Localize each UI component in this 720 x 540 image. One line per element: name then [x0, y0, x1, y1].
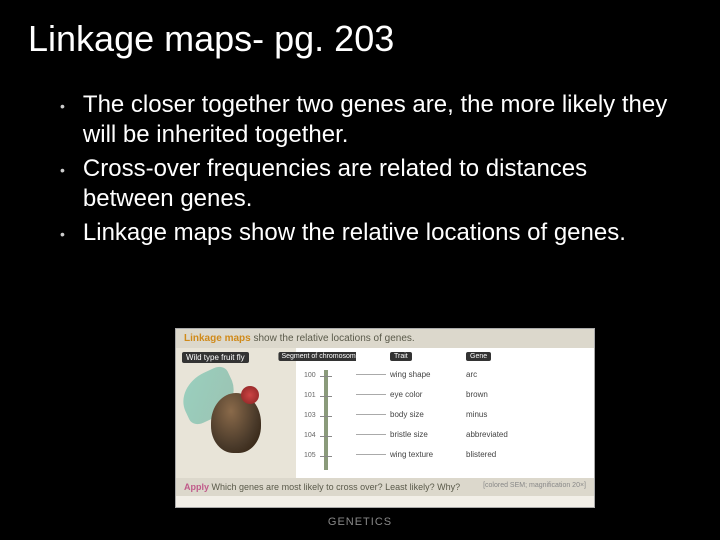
trait-column-label: Trait	[390, 352, 412, 361]
trait-name: bristle size	[386, 430, 466, 439]
apply-question: Apply Which genes are most likely to cro…	[184, 482, 460, 492]
tick-label: 103	[304, 412, 316, 419]
tick-line-icon	[320, 456, 332, 457]
gene-name: minus	[466, 410, 487, 419]
trait-name: wing shape	[386, 370, 466, 379]
trait-row: bristle sizeabbreviated	[356, 430, 594, 439]
gene-column-label: Gene	[466, 352, 491, 361]
bullet-marker-icon: •	[60, 98, 65, 114]
tick-label: 101	[304, 392, 316, 399]
bullet-item: • The closer together two genes are, the…	[60, 90, 680, 150]
bullet-text: Linkage maps show the relative locations…	[83, 218, 626, 248]
figure-body: Wild type fruit fly Segment of chromosom…	[176, 348, 594, 478]
trait-name: wing texture	[386, 450, 466, 459]
gene-name: arc	[466, 370, 477, 379]
tick-label: 104	[304, 432, 316, 439]
trait-row: wing shapearc	[356, 370, 594, 379]
figure-header-highlight: Linkage maps	[184, 333, 251, 344]
figure-header: Linkage maps show the relative locations…	[176, 329, 594, 348]
tick-line-icon	[320, 416, 332, 417]
trait-row: wing textureblistered	[356, 450, 594, 459]
bullet-text: Cross-over frequencies are related to di…	[83, 154, 680, 214]
lead-line-icon	[356, 454, 386, 455]
lead-line-icon	[356, 394, 386, 395]
gene-name: blistered	[466, 450, 496, 459]
lead-line-icon	[356, 414, 386, 415]
gene-name: abbreviated	[466, 430, 508, 439]
figure-footer: Apply Which genes are most likely to cro…	[176, 478, 594, 496]
apply-label: Apply	[184, 482, 209, 492]
apply-text: Which genes are most likely to cross ove…	[212, 482, 461, 492]
tick-line-icon	[320, 376, 332, 377]
slide-title: Linkage maps- pg. 203	[0, 0, 720, 60]
chromosome-bar-icon	[324, 370, 328, 470]
lead-line-icon	[356, 434, 386, 435]
bullet-text: The closer together two genes are, the m…	[83, 90, 680, 150]
trait-row: eye colorbrown	[356, 390, 594, 399]
bullet-list: • The closer together two genes are, the…	[0, 60, 720, 248]
bullet-item: • Linkage maps show the relative locatio…	[60, 218, 680, 248]
bullet-marker-icon: •	[60, 162, 65, 178]
figure-chromosome-panel: Segment of chromosome 2R 100101103104105	[296, 348, 356, 478]
figure-left-panel: Wild type fruit fly	[176, 348, 296, 478]
trait-name: body size	[386, 410, 466, 419]
figure-traits-panel: Trait Gene wing shapearc eye colorbrown bo…	[356, 348, 594, 478]
trait-row: body sizeminus	[356, 410, 594, 419]
bullet-marker-icon: •	[60, 226, 65, 242]
tick-line-icon	[320, 436, 332, 437]
lead-line-icon	[356, 374, 386, 375]
gene-name: brown	[466, 390, 488, 399]
figure-caption: [colored SEM; magnification 20×]	[483, 482, 586, 492]
trait-name: eye color	[386, 390, 466, 399]
bullet-item: • Cross-over frequencies are related to …	[60, 154, 680, 214]
figure-header-rest: show the relative locations of genes.	[251, 333, 415, 344]
tick-label: 105	[304, 452, 316, 459]
wild-type-label: Wild type fruit fly	[182, 352, 249, 363]
linkage-map-figure: Linkage maps show the relative locations…	[175, 328, 595, 508]
fly-eye-icon	[241, 386, 259, 404]
slide-footer: GENETICS	[328, 516, 392, 528]
tick-line-icon	[320, 396, 332, 397]
tick-label: 100	[304, 372, 316, 379]
